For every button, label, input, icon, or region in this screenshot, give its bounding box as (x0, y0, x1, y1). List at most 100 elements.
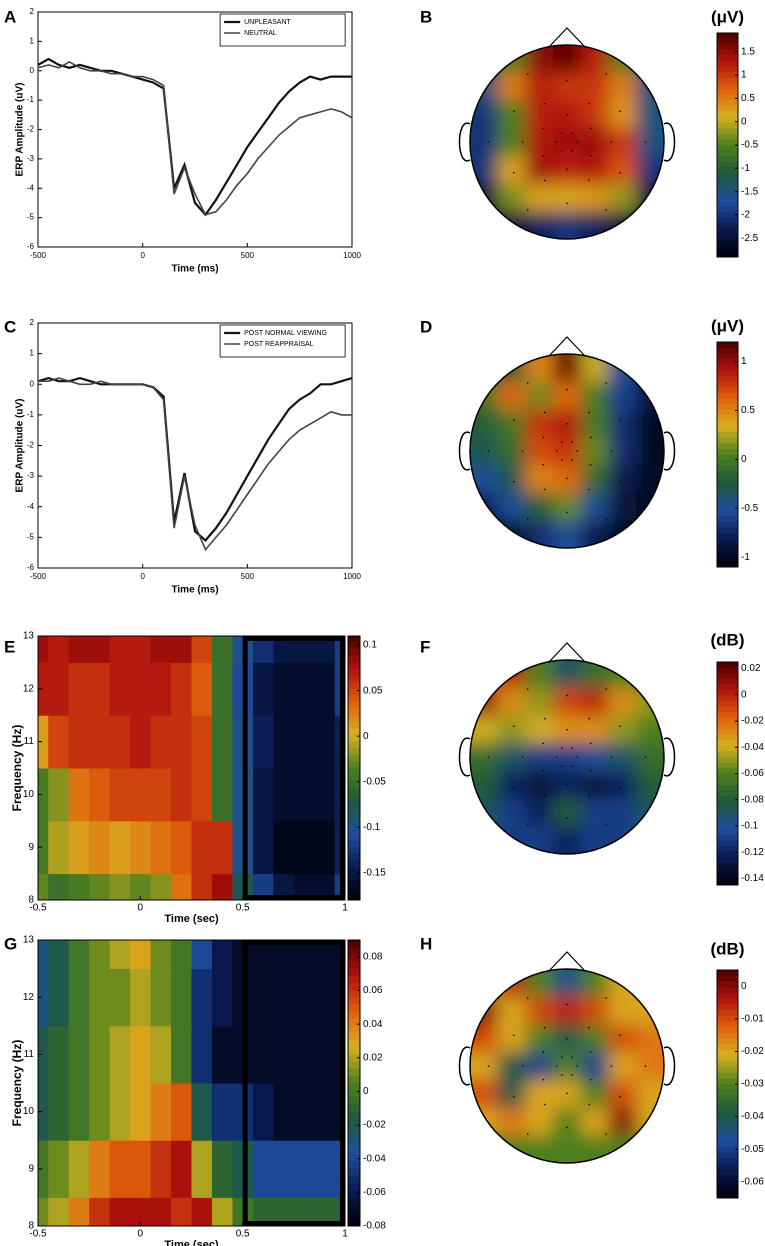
heatmap-cell (150, 1197, 172, 1227)
colorbar-step (348, 1111, 360, 1120)
colorbar-step (717, 1141, 738, 1148)
topomap-cell (525, 437, 554, 466)
colorbar-step (717, 970, 738, 977)
colorbar-tick-label: -0.04 (741, 1111, 764, 1122)
topomap-cell (497, 100, 526, 129)
topomap-cell (470, 743, 499, 772)
electrode (566, 728, 568, 731)
colorbar-step (348, 1097, 360, 1105)
electrode (544, 1103, 546, 1106)
heatmap-cell (171, 820, 192, 875)
electrode (610, 756, 613, 758)
colorbar: 1.5 1 0.5 0 -0.5 -1 -1.5 -2 -2.5 (716, 32, 759, 258)
topomap-cell (580, 715, 610, 744)
colorbar-step (717, 465, 738, 472)
colorbar-step (717, 128, 738, 135)
colorbar-step (348, 807, 360, 815)
topomap (470, 969, 664, 1163)
topomap-cell (580, 996, 610, 1025)
topomap-cell (580, 72, 610, 101)
electrode (571, 132, 573, 134)
colorbar: 0.08 0.06 0.04 0.02 0 -0.02 -0.04 -0.06 -0.08 (347, 939, 386, 1232)
colorbar-step (348, 968, 360, 977)
electrode (588, 717, 590, 720)
panel-label: E (4, 637, 15, 656)
topomap-cell (636, 996, 664, 1025)
topomap-cell (497, 715, 526, 744)
topomap-cell (553, 354, 582, 383)
topomap-cell (497, 45, 526, 74)
heatmap-cell (314, 1025, 336, 1084)
topomap-cell (636, 437, 664, 466)
colorbar-step (348, 814, 360, 822)
topomap-cell (636, 826, 664, 854)
colorbar-step (717, 1192, 738, 1199)
colorbar-step (348, 794, 360, 802)
colorbar-step (348, 947, 360, 955)
colorbar-step (717, 471, 738, 478)
heatmap-cell (314, 1197, 336, 1227)
colorbar-step (348, 1011, 360, 1020)
colorbar-step (717, 240, 738, 247)
electrode (588, 411, 590, 414)
topomap-cell (608, 687, 637, 716)
heatmap-cell (314, 820, 336, 875)
colorbar-step (717, 156, 738, 163)
colorbar-step (717, 823, 738, 830)
electrode (542, 769, 545, 772)
colorbar-step (348, 754, 360, 762)
y-tick-label: 0 (30, 66, 35, 75)
colorbar-tick-label: 0.05 (363, 685, 383, 696)
electrode (526, 209, 529, 211)
colorbar-step (717, 33, 738, 40)
legend-box (219, 13, 346, 47)
heatmap-cell (89, 940, 111, 970)
electrode (619, 171, 622, 174)
topomap-cell (608, 520, 637, 548)
colorbar-step (717, 751, 738, 758)
heatmap-cell (252, 940, 274, 970)
colorbar-step (348, 708, 360, 716)
electrode (526, 73, 529, 75)
heatmap-cell (130, 968, 152, 1027)
electrode (605, 688, 608, 690)
heatmap-cell (89, 820, 111, 875)
colorbar-step (717, 1095, 738, 1102)
colorbar-tick-label: -2.5 (741, 233, 759, 244)
electrode (605, 73, 608, 75)
colorbar-step (348, 636, 360, 644)
heatmap-cell (38, 820, 49, 875)
colorbar-step (717, 510, 738, 517)
topomap-cell (525, 1107, 554, 1136)
topomap-cell (470, 1052, 499, 1081)
topomap-cell (636, 1135, 664, 1163)
topomap-cell (636, 743, 664, 772)
topomap-cell (608, 211, 637, 239)
heatmap-cell (211, 768, 233, 822)
topomap-cell (470, 381, 499, 410)
topomap-cell (525, 743, 554, 772)
topomap-cell (525, 492, 554, 521)
y-tick-label: 12 (23, 683, 35, 694)
electrode (566, 783, 568, 786)
y-axis-label: Frequency (Hz) (10, 1040, 24, 1127)
heatmap-cell (109, 1025, 131, 1084)
colorbar-step (717, 717, 738, 724)
heatmap-cell (252, 715, 274, 769)
topomap-cell (497, 211, 526, 239)
heatmap-cell (293, 1083, 315, 1141)
colorbar-frame (716, 341, 739, 568)
colorbar-step (717, 1118, 738, 1125)
colorbar-step (717, 66, 738, 73)
electrode (571, 150, 573, 152)
heatmap-cell (130, 768, 152, 822)
topomap-cell (470, 354, 499, 383)
colorbar-step (348, 834, 360, 842)
electrode (589, 127, 592, 130)
colorbar-step (717, 734, 738, 741)
colorbar-step (348, 997, 360, 1005)
colorbar-step (348, 642, 360, 650)
heatmap-cell (89, 715, 111, 769)
ear (663, 431, 676, 471)
heatmap-cell (252, 768, 274, 822)
